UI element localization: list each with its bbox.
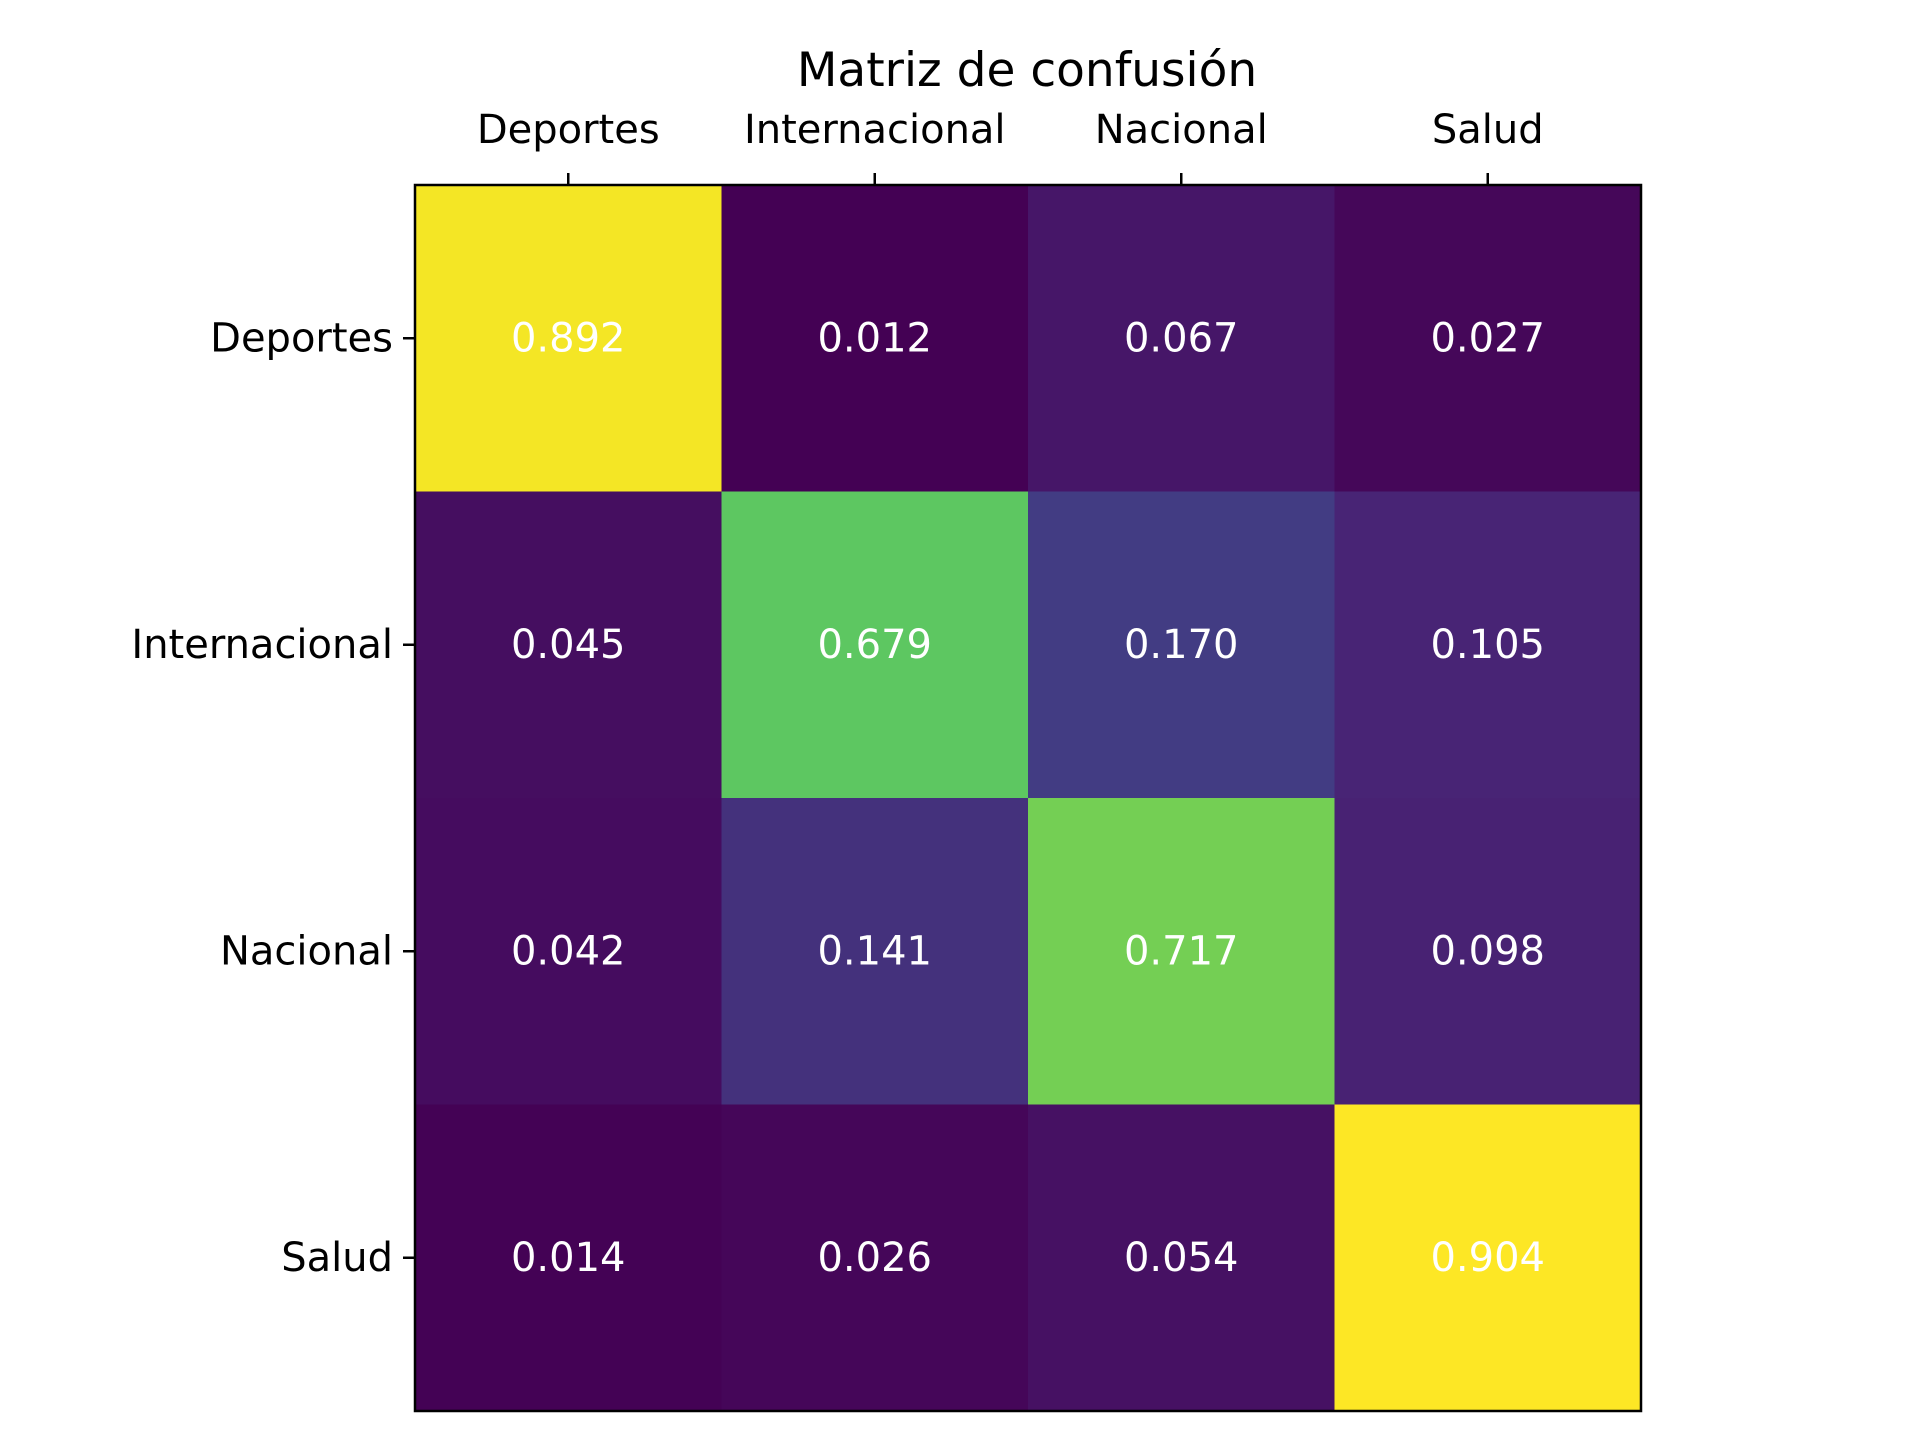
heatmap-cell-r0-c3: [1334, 185, 1642, 492]
cell-value-label-r2-c1: 0.141: [817, 928, 932, 974]
heatmap-cell-r3-c0: [415, 1104, 722, 1412]
heatmap-cell-r1-c0: [415, 491, 722, 799]
y-tick-label-2: Nacional: [220, 928, 393, 974]
x-tick-label-3: Salud: [1432, 107, 1544, 153]
heatmap-cell-r2-c0: [415, 798, 722, 1105]
heatmap-cells: [415, 185, 1642, 1412]
plot-frame: [413, 183, 1643, 1413]
cell-value-label-r0-c3: 0.027: [1430, 315, 1545, 361]
cell-value-label-r3-c0: 0.014: [511, 1235, 626, 1281]
cell-value-label-r0-c2: 0.067: [1124, 315, 1239, 361]
cell-value-label-r1-c0: 0.045: [511, 622, 626, 668]
cell-value-label-r2-c3: 0.098: [1430, 928, 1545, 974]
chart-title: Matriz de confusión: [797, 43, 1257, 98]
heatmap-cell-r3-c3: [1334, 1104, 1642, 1412]
x-axis-ticks: Deportes Internacional Nacional Salud: [477, 107, 1544, 185]
heatmap-cell-r2-c2: [1028, 798, 1335, 1105]
cell-value-label-r2-c2: 0.717: [1124, 928, 1239, 974]
cell-value-label-r3-c2: 0.054: [1124, 1235, 1239, 1281]
cell-value-label-r3-c1: 0.026: [817, 1235, 932, 1281]
heatmap-cell-r2-c3: [1334, 798, 1642, 1105]
cell-value-label-r1-c1: 0.679: [817, 622, 932, 668]
y-tick-label-3: Salud: [281, 1235, 393, 1281]
heatmap-cell-r1-c2: [1028, 491, 1335, 799]
cell-value-label-r1-c3: 0.105: [1430, 622, 1545, 668]
y-axis-ticks: Deportes Internacional Nacional Salud: [131, 315, 415, 1281]
x-tick-label-2: Nacional: [1095, 107, 1268, 153]
heatmap-cell-r3-c1: [721, 1104, 1029, 1412]
heatmap-cell-r1-c1: [721, 491, 1029, 799]
heatmap-cell-r0-c0: [415, 185, 722, 492]
cell-value-label-r0-c1: 0.012: [817, 315, 932, 361]
heatmap-cell-r0-c2: [1028, 185, 1335, 492]
cell-value-label-r2-c0: 0.042: [511, 928, 626, 974]
heatmap-cell-r1-c3: [1334, 491, 1642, 799]
cell-value-label-r3-c3: 0.904: [1430, 1235, 1545, 1281]
y-tick-label-0: Deportes: [210, 315, 393, 361]
x-tick-label-1: Internacional: [744, 107, 1006, 153]
y-tick-label-1: Internacional: [131, 622, 393, 668]
cell-value-label-r0-c0: 0.892: [511, 315, 626, 361]
heatmap-cell-r2-c1: [721, 798, 1029, 1105]
cell-value-label-r1-c2: 0.170: [1124, 622, 1239, 668]
heatmap-cell-r0-c1: [721, 185, 1029, 492]
cell-value-labels: 0.892 0.012 0.067 0.027 0.045 0.679 0.170 0.105…: [511, 315, 1545, 1281]
x-tick-label-0: Deportes: [477, 107, 660, 153]
heatmap-cell-r3-c2: [1028, 1104, 1335, 1412]
